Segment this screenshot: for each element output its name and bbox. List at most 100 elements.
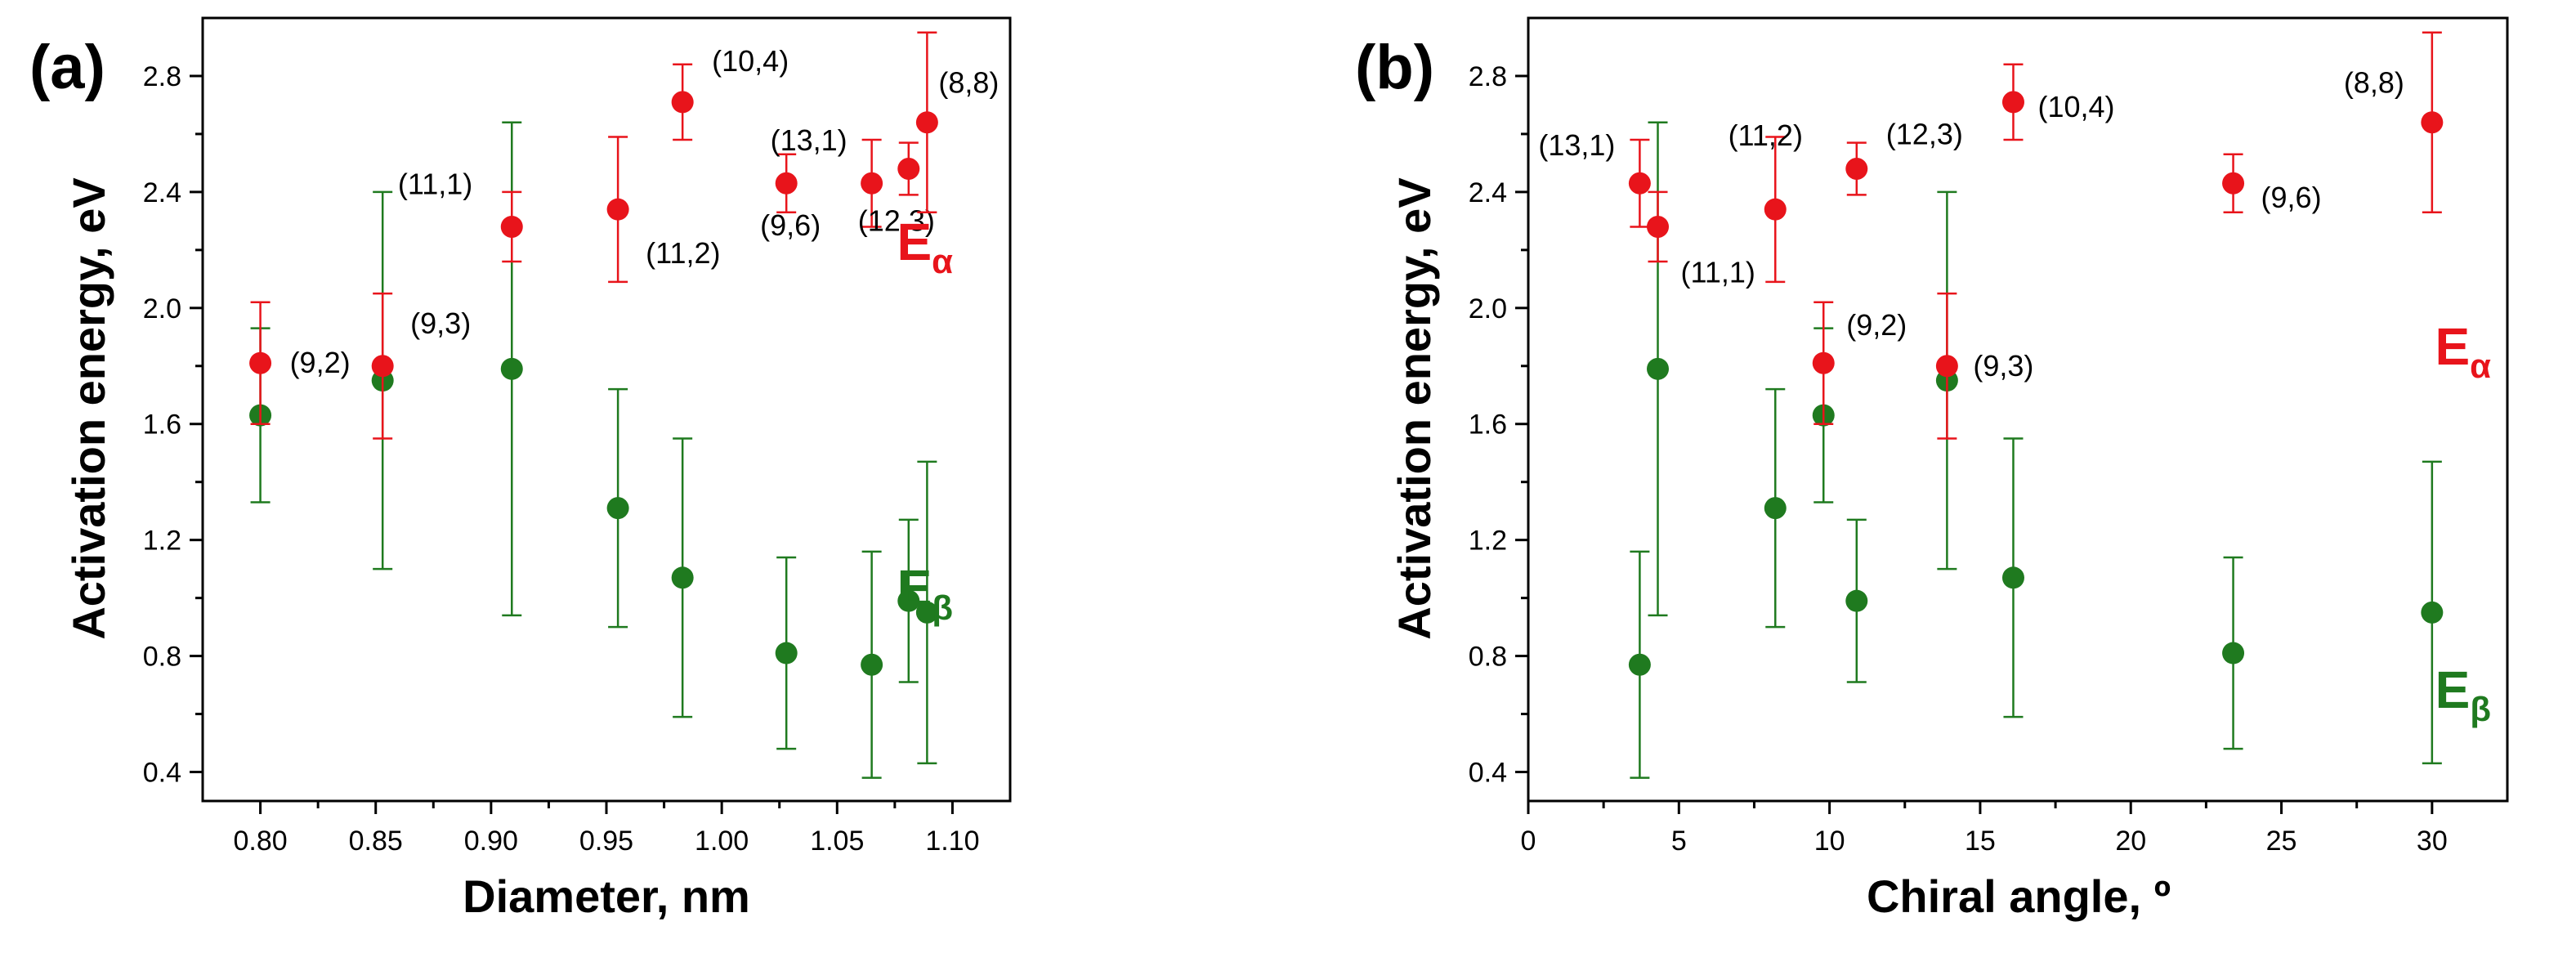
- x-tick-label: 0.95: [579, 826, 633, 857]
- data-point: [1647, 357, 1670, 380]
- x-tick-label: 1.00: [695, 826, 749, 857]
- point-label: (9,2): [290, 346, 351, 379]
- data-point: [1764, 497, 1787, 520]
- series-label-subscript: α: [2470, 347, 2491, 385]
- data-point: [1628, 172, 1651, 195]
- series-E_alpha: (13,1) (11,1) (11,2) (9,2) (12,3) (9,3) (10,4)…: [1538, 31, 2444, 440]
- x-tick-label: 0.85: [349, 826, 403, 857]
- data-point: [2421, 601, 2444, 624]
- data-point: [775, 172, 798, 195]
- data-point: [915, 601, 938, 624]
- chart-panel-b: 0 5 10 15 20 25 30 0.4 0.8 1.2 1.6 2.0 2.4 2.8 Chiral …: [1355, 16, 2509, 922]
- point-label: (11,2): [646, 236, 720, 270]
- x-tick-label: 10: [1814, 826, 1845, 857]
- point-label: (9,6): [2261, 181, 2322, 214]
- x-tick-label: 0.80: [233, 826, 287, 857]
- y-tick-label: 0.8: [1469, 642, 1507, 673]
- data-point: [671, 91, 694, 114]
- data-point: [1845, 589, 1868, 612]
- y-tick-label: 2.8: [1469, 61, 1507, 92]
- point-label: (10,4): [712, 44, 789, 78]
- point-label: (13,1): [771, 123, 847, 157]
- data-point: [897, 589, 920, 612]
- series-label-E_alpha: Eα: [897, 213, 953, 280]
- x-tick-label: 25: [2266, 826, 2297, 857]
- y-axis-title: Activation energy, eV: [63, 177, 114, 639]
- y-tick-label: 0.4: [1469, 758, 1507, 789]
- panel-label: (a): [29, 33, 105, 102]
- x-tick-label: 1.05: [810, 826, 864, 857]
- point-label: (9,3): [1973, 349, 2033, 383]
- y-tick-label: 1.2: [1469, 526, 1507, 557]
- y-tick-label: 2.0: [143, 293, 181, 324]
- point-label: (8,8): [2344, 66, 2404, 100]
- series-label-E_alpha: Eα: [2435, 317, 2491, 385]
- panel-label: (b): [1355, 33, 1434, 102]
- y-axis-title: Activation energy, eV: [1389, 177, 1440, 639]
- point-label: (9,3): [410, 307, 471, 340]
- data-point: [1647, 215, 1670, 238]
- chart-panel-a: 0.80 0.85 0.90 0.95 1.00 1.05 1.10 0.4 0.8 1.2 1.6…: [29, 16, 1012, 922]
- y-tick-label: 0.4: [143, 758, 181, 789]
- data-point: [671, 566, 694, 589]
- data-point: [2001, 91, 2024, 114]
- series-label-subscript: α: [932, 242, 953, 280]
- y-tick-label: 2.0: [1469, 293, 1507, 324]
- data-point: [915, 111, 938, 134]
- y-tick-label: 2.8: [143, 61, 181, 92]
- x-tick-label: 5: [1671, 826, 1687, 857]
- series-E_beta: [1628, 121, 2444, 779]
- plot-frame: [1527, 16, 2509, 803]
- y-tick-label: 1.2: [143, 526, 181, 557]
- point-label: (10,4): [2037, 90, 2114, 123]
- point-label: (11,1): [398, 167, 472, 200]
- data-point: [897, 158, 920, 181]
- point-label: (12,3): [1886, 118, 1963, 151]
- data-point: [1935, 355, 1958, 378]
- point-label: (9,6): [760, 208, 821, 242]
- point-label: (11,2): [1729, 119, 1803, 152]
- series-label-main: E: [2435, 317, 2470, 376]
- x-axis-title: Chiral angle, º: [1867, 870, 2171, 922]
- data-point: [2001, 566, 2024, 589]
- y-tick-label: 1.6: [143, 409, 181, 441]
- x-tick-label: 20: [2115, 826, 2146, 857]
- x-tick-label: 0.90: [464, 826, 518, 857]
- x-tick-label: 30: [2417, 826, 2448, 857]
- data-point: [1764, 198, 1787, 221]
- data-point: [371, 355, 394, 378]
- data-point: [606, 198, 629, 221]
- data-point: [500, 215, 523, 238]
- data-point: [1845, 158, 1868, 181]
- data-point: [249, 351, 272, 374]
- series-label-main: E: [897, 213, 932, 271]
- y-tick-label: 2.4: [1469, 177, 1507, 208]
- y-tick-label: 0.8: [143, 642, 181, 673]
- point-label: (11,1): [1681, 255, 1755, 289]
- data-point: [1812, 351, 1835, 374]
- series-label-main: E: [2435, 660, 2471, 719]
- series-label-E_beta: Eβ: [2435, 660, 2491, 728]
- y-tick-label: 2.4: [143, 177, 181, 208]
- x-tick-label: 15: [1965, 826, 1996, 857]
- point-label: (8,8): [938, 66, 999, 100]
- data-point: [1628, 653, 1651, 676]
- plot-frame: [201, 16, 1012, 803]
- series-E_beta: [249, 121, 938, 779]
- data-point: [2421, 111, 2444, 134]
- point-label: (13,1): [1538, 128, 1615, 162]
- data-point: [861, 172, 883, 195]
- data-point: [606, 497, 629, 520]
- data-point: [2222, 642, 2245, 664]
- data-point: [2222, 172, 2245, 195]
- series-label-subscript: β: [2470, 690, 2491, 728]
- data-point: [500, 357, 523, 380]
- series-label-subscript: β: [932, 588, 953, 627]
- series-label-E_beta: Eβ: [897, 559, 953, 627]
- point-label: (9,2): [1846, 308, 1907, 342]
- series-label-main: E: [897, 559, 932, 618]
- x-tick-label: 1.10: [925, 826, 979, 857]
- data-point: [861, 653, 883, 676]
- y-tick-label: 1.6: [1469, 409, 1507, 441]
